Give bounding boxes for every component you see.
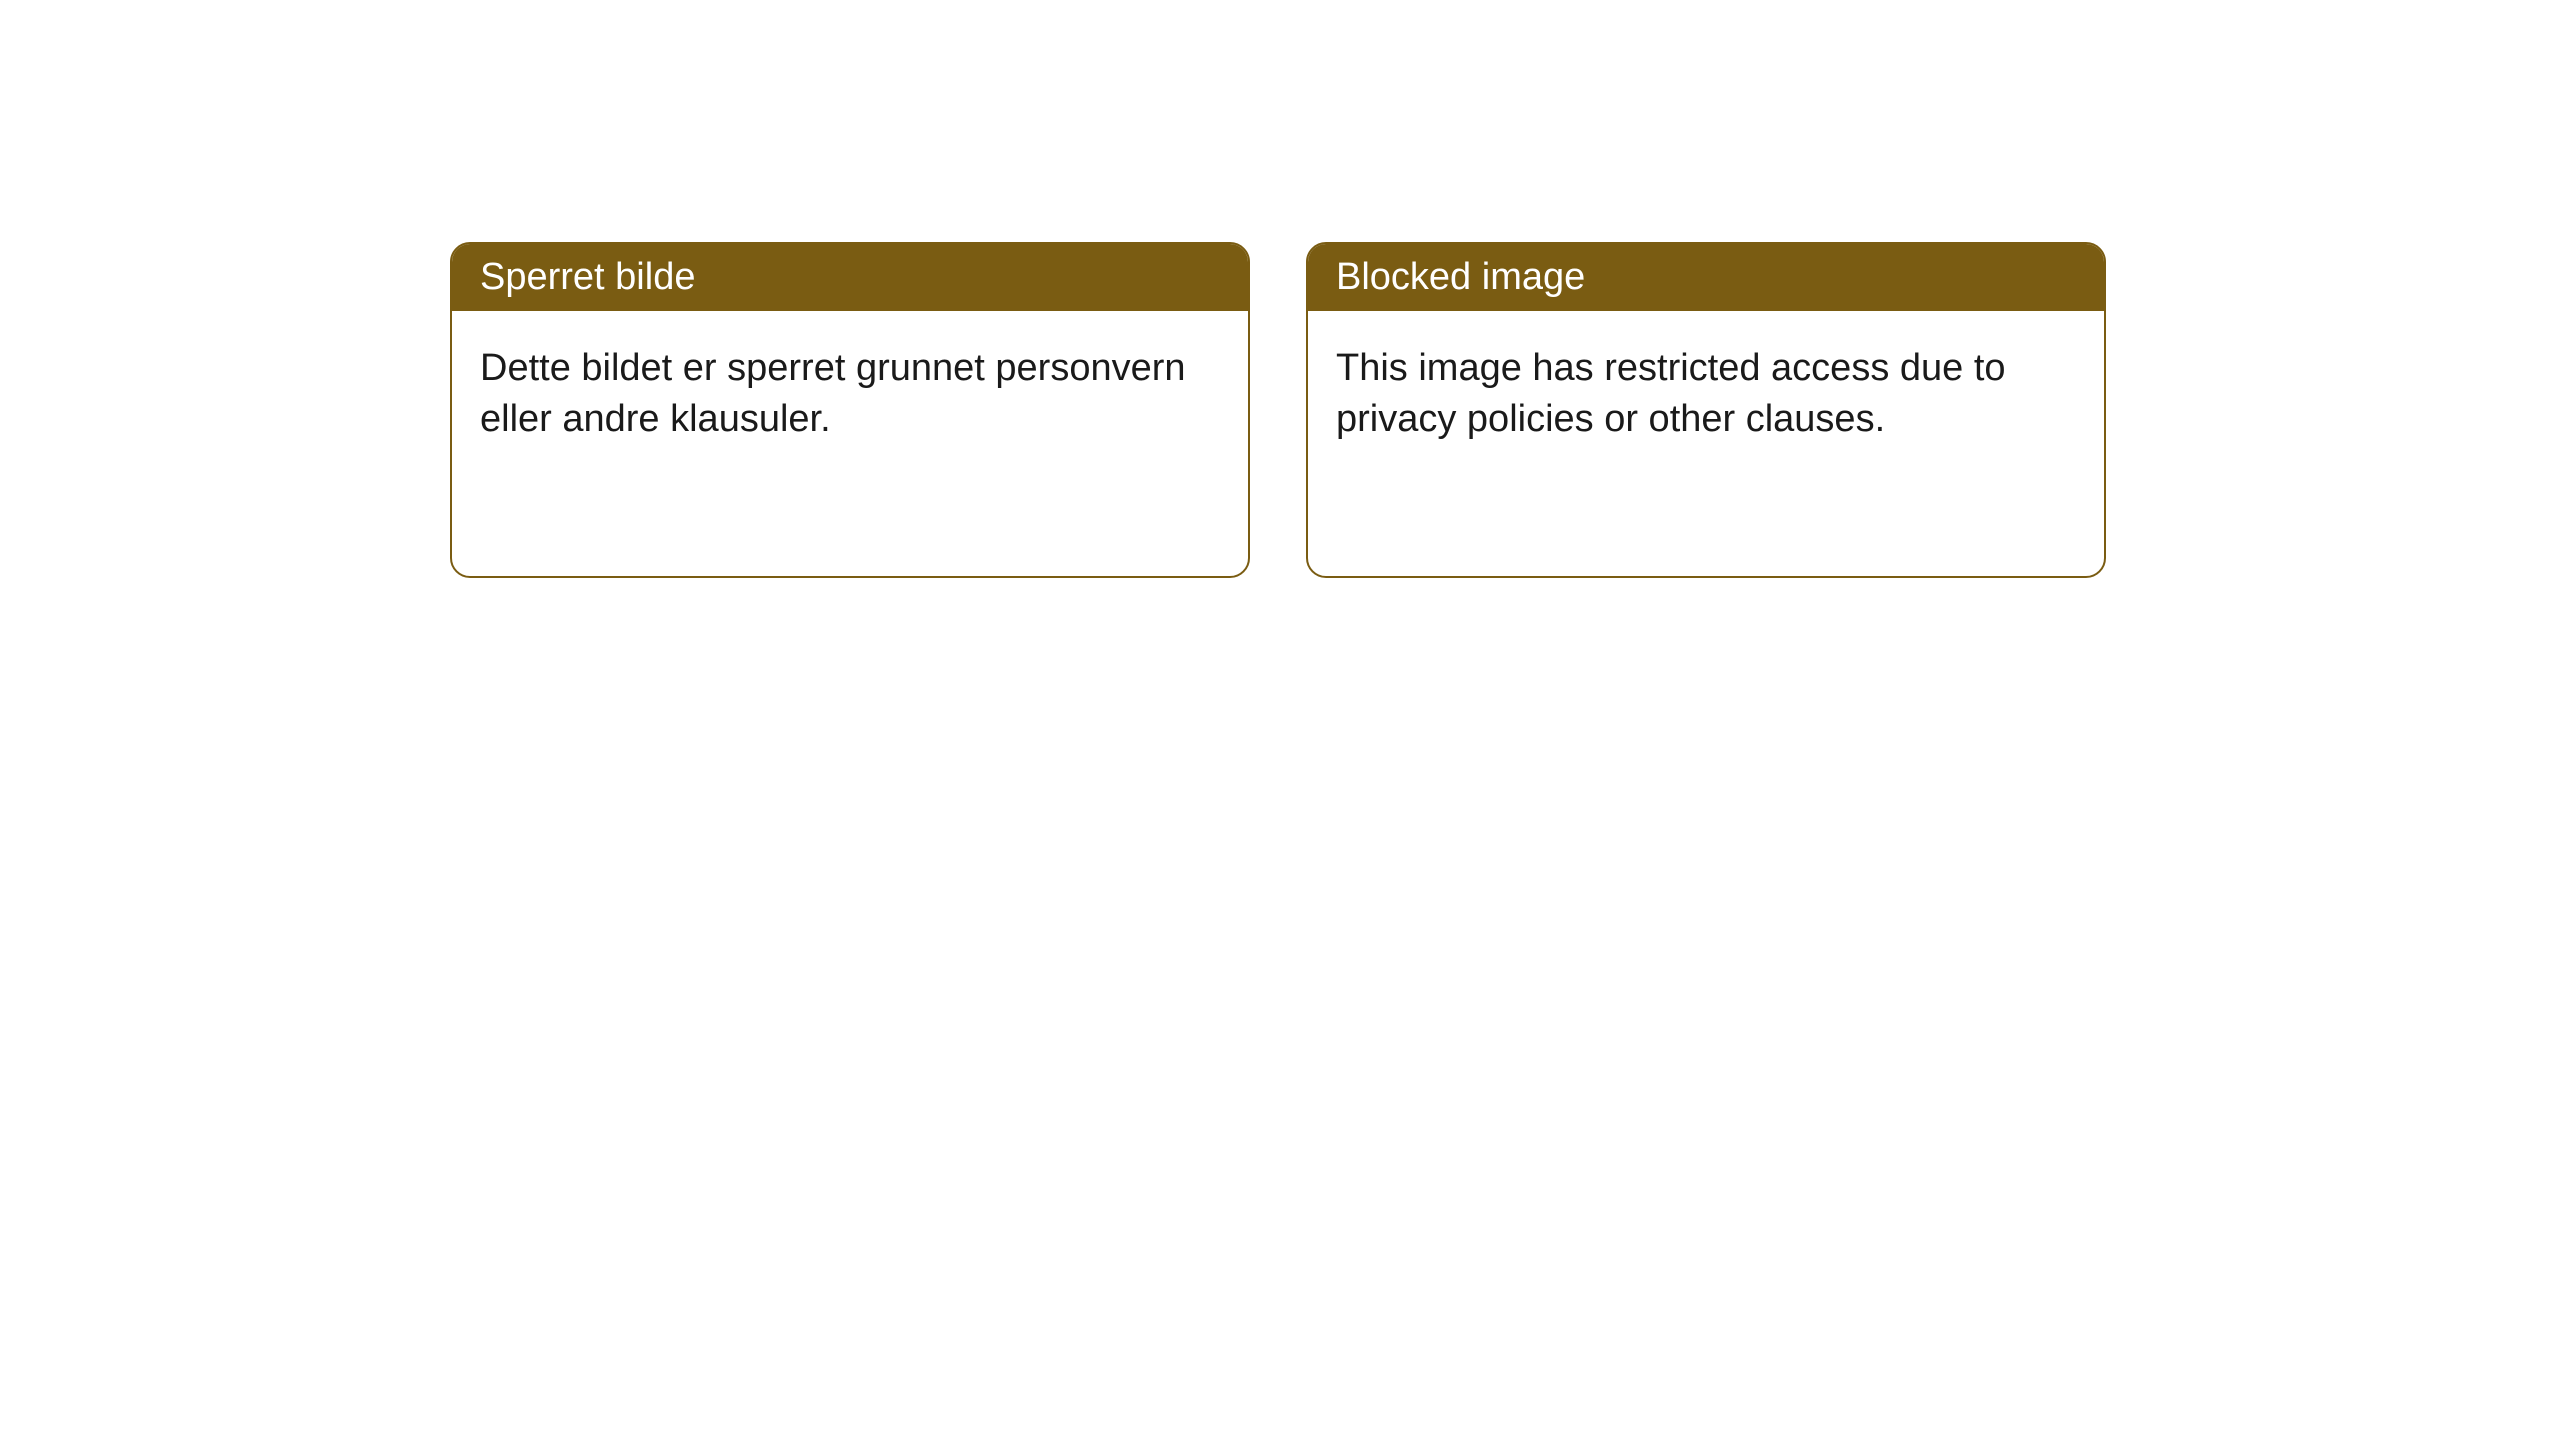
notice-message: Dette bildet er sperret grunnet personve… (480, 347, 1186, 440)
notice-header-norwegian: Sperret bilde (452, 244, 1248, 311)
notice-message: This image has restricted access due to … (1336, 347, 2006, 440)
notice-card-norwegian: Sperret bilde Dette bildet er sperret gr… (450, 242, 1250, 578)
notice-title: Sperret bilde (480, 256, 695, 298)
notice-container: Sperret bilde Dette bildet er sperret gr… (450, 242, 2106, 578)
notice-card-english: Blocked image This image has restricted … (1306, 242, 2106, 578)
notice-title: Blocked image (1336, 256, 1585, 298)
notice-body-english: This image has restricted access due to … (1308, 311, 2104, 478)
notice-body-norwegian: Dette bildet er sperret grunnet personve… (452, 311, 1248, 478)
notice-header-english: Blocked image (1308, 244, 2104, 311)
